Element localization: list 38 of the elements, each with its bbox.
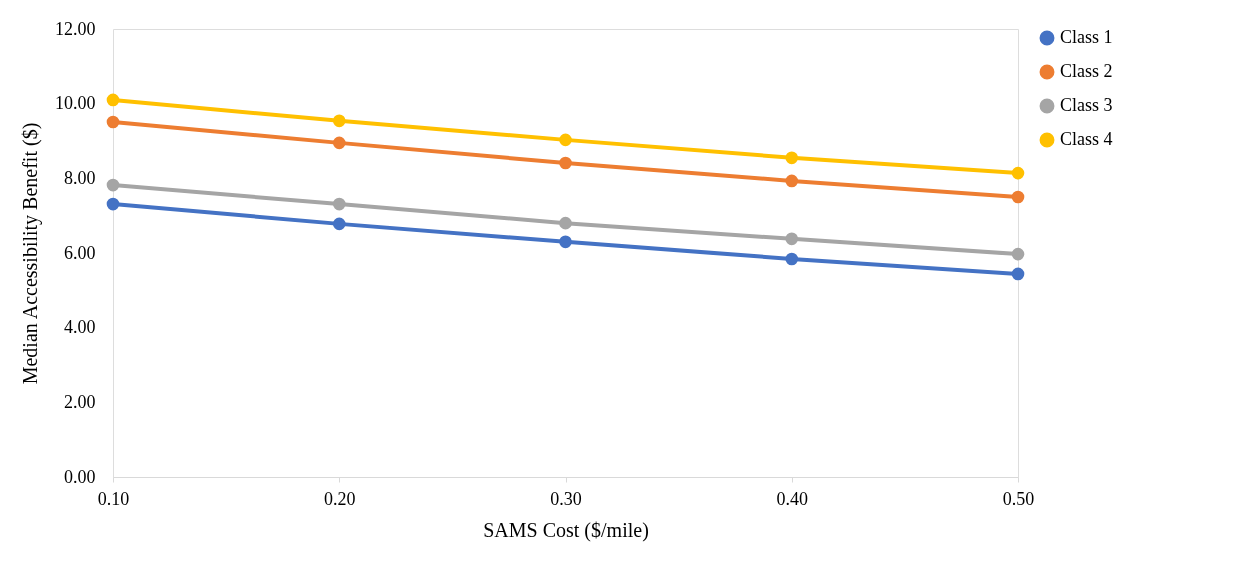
point [332, 217, 346, 231]
y-tick-label: 4.00 [64, 317, 96, 338]
point [1011, 267, 1025, 281]
legend-label: Class 1 [1060, 27, 1113, 47]
point [785, 232, 799, 246]
y-axis-title: Median Accessibility Benefit ($) [19, 122, 42, 385]
point [559, 216, 572, 230]
point [332, 136, 346, 150]
point [106, 93, 120, 107]
point [1011, 247, 1025, 261]
y-tick-label: 6.00 [64, 242, 96, 263]
y-tick-label: 12.00 [55, 18, 96, 39]
x-tick-label: 0.30 [550, 488, 582, 509]
point [332, 114, 346, 128]
point [106, 197, 120, 211]
y-tick-label: 8.00 [64, 167, 96, 188]
y-tick-label: 0.00 [64, 466, 96, 487]
point [1011, 166, 1025, 180]
x-tick-label: 0.20 [324, 488, 356, 509]
point [106, 115, 120, 129]
legend-label: Class 3 [1060, 95, 1113, 115]
point [785, 151, 799, 165]
x-tick-label: 0.10 [97, 488, 130, 509]
x-tick-label: 0.50 [1002, 488, 1035, 509]
y-tick-label: 2.00 [64, 391, 96, 412]
x-axis-title: SAMS Cost ($/mile) [483, 518, 649, 542]
y-tick-label: 10.00 [55, 93, 96, 114]
point [785, 252, 799, 266]
x-tick-label: 0.40 [776, 488, 808, 509]
point [785, 174, 799, 188]
point [559, 133, 572, 147]
point [1011, 190, 1025, 204]
point [559, 156, 572, 170]
legend-label: Class 4 [1060, 129, 1113, 149]
point [106, 178, 120, 192]
point [559, 235, 572, 249]
point [332, 197, 346, 211]
legend-label: Class 2 [1060, 61, 1113, 81]
